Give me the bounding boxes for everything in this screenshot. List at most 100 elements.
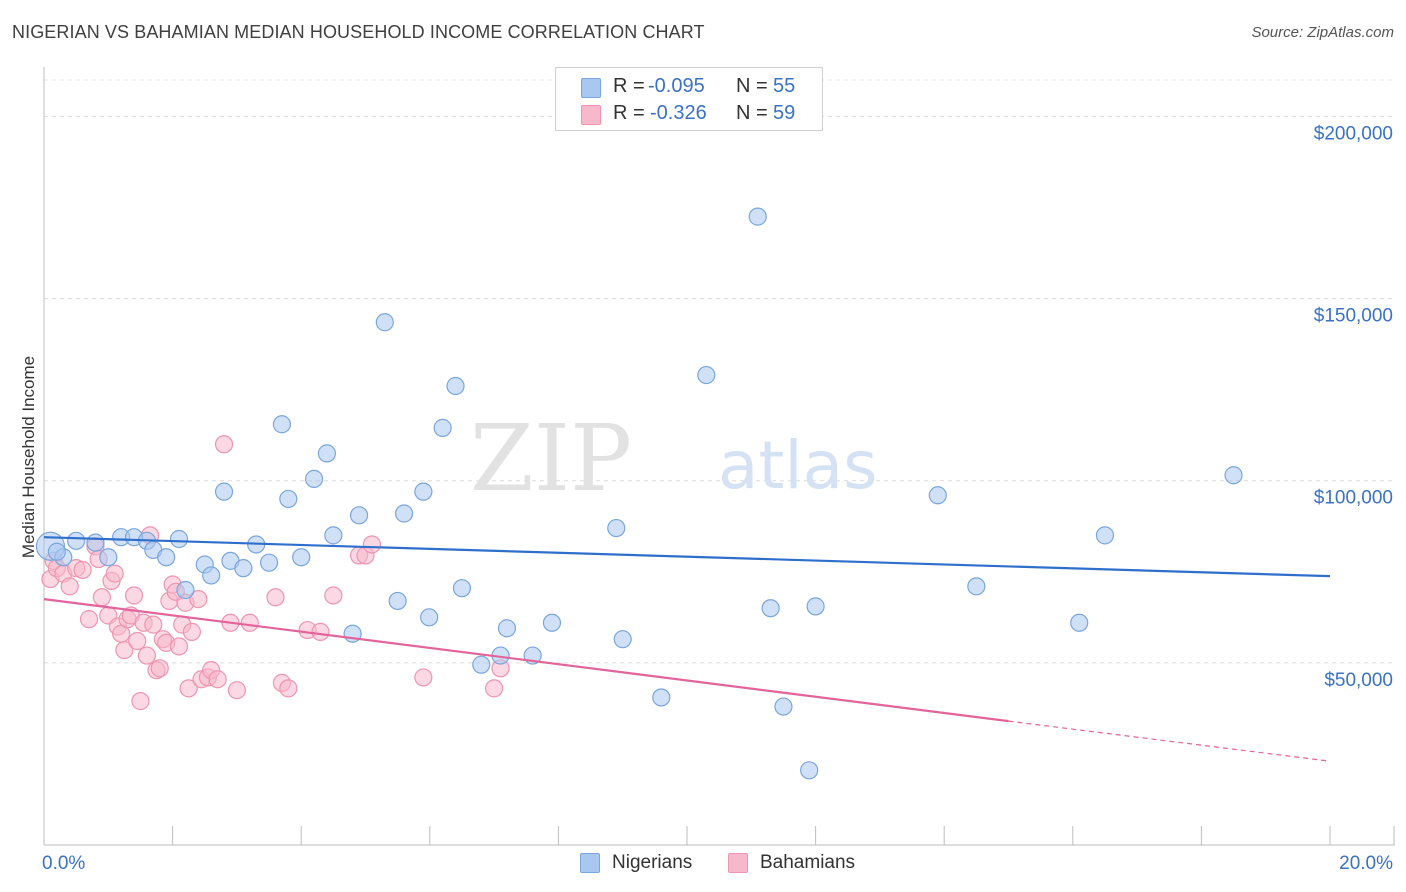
y-tick-labels: $50,000 $100,000 $150,000 $200,000 (1314, 123, 1393, 690)
data-point-nigerians (800, 761, 819, 780)
data-point-nigerians (607, 518, 626, 538)
source-label: Source: ZipAtlas.com (1251, 24, 1394, 41)
data-point-nigerians (433, 418, 452, 437)
n-label: N = (736, 102, 768, 124)
data-point-bahamians (279, 679, 298, 698)
data-point-nigerians (652, 688, 671, 707)
data-point-nigerians (317, 444, 337, 463)
data-point-bahamians (485, 679, 504, 698)
data-point-nigerians (806, 597, 825, 616)
data-point-nigerians (272, 415, 292, 434)
data-point-bahamians (311, 622, 330, 641)
trend-line-bahamians-extension (1008, 720, 1331, 762)
data-point-nigerians (414, 482, 433, 501)
data-point-nigerians (1095, 526, 1115, 545)
data-point-bahamians (208, 670, 227, 689)
data-point-bahamians (182, 622, 201, 641)
data-point-nigerians (1070, 613, 1089, 632)
data-point-bahamians (324, 586, 343, 605)
data-point-nigerians (176, 580, 195, 600)
data-point-nigerians (375, 313, 394, 332)
data-point-nigerians (394, 504, 414, 523)
series-bahamians (41, 435, 510, 711)
data-point-nigerians (497, 619, 517, 638)
data-point-nigerians (542, 613, 562, 632)
data-point-nigerians (292, 548, 311, 567)
watermark: ZIP atlas (470, 405, 878, 512)
trend-line-nigerians (43, 536, 1331, 578)
data-point-nigerians (967, 577, 986, 596)
data-point-bahamians (73, 560, 92, 580)
data-point-nigerians (86, 533, 105, 552)
data-point-bahamians (131, 692, 150, 711)
data-point-nigerians (613, 630, 632, 649)
data-point-nigerians (67, 531, 86, 550)
data-point-nigerians (234, 559, 253, 578)
data-point-bahamians (362, 535, 382, 554)
data-point-bahamians (105, 564, 124, 583)
data-point-nigerians (99, 548, 118, 567)
bahamians-swatch (581, 105, 601, 125)
data-point-nigerians (928, 486, 947, 505)
x-tick-label: 0.0% (42, 853, 85, 874)
data-point-nigerians (388, 591, 407, 611)
axes (43, 67, 1395, 846)
data-point-nigerians (774, 697, 793, 716)
data-point-bahamians (240, 613, 259, 632)
r-value: -0.095 (648, 75, 705, 97)
data-point-nigerians (202, 566, 221, 585)
bahamians-swatch (728, 853, 748, 873)
data-point-bahamians (144, 615, 163, 634)
legend-label-bahamians: Bahamians (760, 852, 856, 873)
y-tick-label: $150,000 (1314, 306, 1393, 327)
data-point-nigerians (349, 506, 369, 525)
data-point-nigerians (279, 489, 298, 509)
y-tick-label: $50,000 (1324, 670, 1393, 691)
data-point-nigerians (47, 542, 66, 561)
data-point-nigerians (304, 469, 324, 488)
y-tick-label: $200,000 (1314, 123, 1393, 144)
data-point-bahamians (60, 577, 79, 596)
y-tick-label: $100,000 (1314, 488, 1393, 509)
data-point-bahamians (115, 641, 134, 660)
chart-title: NIGERIAN VS BAHAMIAN MEDIAN HOUSEHOLD IN… (12, 22, 705, 42)
data-point-bahamians (137, 646, 156, 665)
data-point-nigerians (259, 553, 279, 572)
n-label: N = (736, 75, 768, 97)
data-point-nigerians (214, 482, 234, 501)
data-point-bahamians (266, 588, 285, 607)
nigerians-swatch (580, 853, 600, 873)
data-point-nigerians (452, 579, 472, 598)
data-point-bahamians (128, 631, 147, 651)
data-point-nigerians (446, 376, 465, 396)
r-label: R = (613, 75, 645, 97)
data-point-bahamians (179, 679, 198, 698)
data-point-nigerians (1224, 466, 1243, 485)
y-axis-label: Median Household Income (19, 356, 38, 558)
data-point-bahamians (414, 668, 433, 687)
stats-legend-row-nigerians: R = -0.095 N = 55 (556, 73, 822, 101)
x-tick-labels: 0.0% 20.0% (42, 853, 1393, 874)
data-point-bahamians (124, 586, 144, 605)
n-value: 55 (773, 75, 796, 97)
data-point-bahamians (92, 588, 111, 607)
series-nigerians (35, 207, 1243, 780)
data-point-nigerians (324, 526, 343, 545)
data-point-nigerians (761, 599, 780, 618)
stats-legend: R = -0.095 N = 55 R = -0.326 N = 59 (555, 67, 823, 131)
data-point-nigerians (157, 548, 176, 567)
data-point-bahamians (169, 637, 189, 656)
watermark-zip: ZIP (470, 405, 632, 512)
r-label: R = (613, 102, 645, 124)
stats-legend-row-bahamians: R = -0.326 N = 59 (556, 100, 822, 128)
data-point-bahamians (189, 590, 208, 609)
data-point-nigerians (169, 529, 189, 549)
data-point-nigerians (420, 608, 439, 627)
data-point-bahamians (150, 659, 169, 678)
x-tick-label: 20.0% (1339, 853, 1393, 874)
trend-lines (43, 536, 1331, 762)
legend-label-nigerians: Nigerians (612, 852, 693, 873)
watermark-atlas: atlas (718, 427, 878, 504)
n-value: 59 (773, 102, 796, 124)
